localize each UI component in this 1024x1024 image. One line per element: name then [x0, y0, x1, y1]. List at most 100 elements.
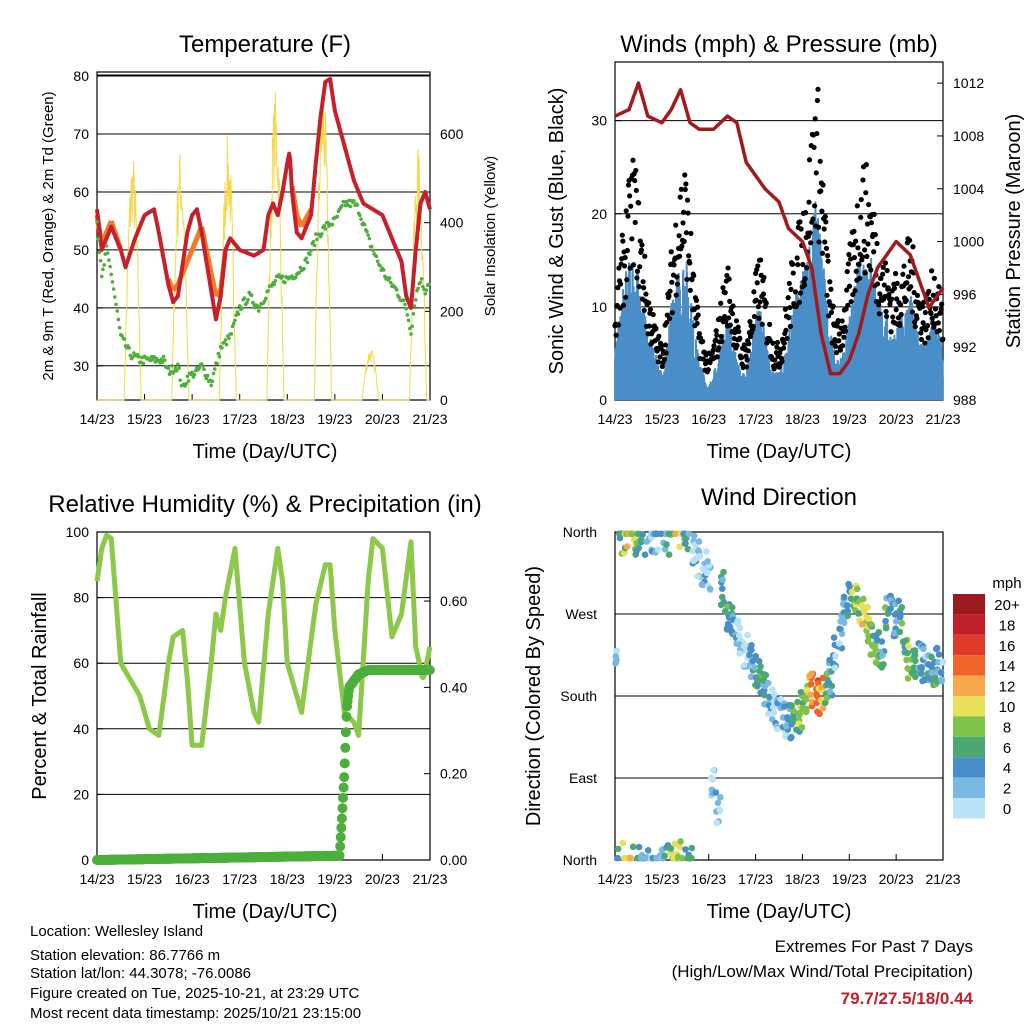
dewpoint-point — [242, 296, 247, 300]
wind-gust-point — [630, 157, 636, 163]
x-tick-label: 16/23 — [175, 871, 210, 887]
dewpoint-point — [186, 379, 191, 383]
dewpoint-point — [352, 199, 356, 203]
x-tick-label: 19/23 — [317, 411, 352, 427]
legend-swatch — [953, 614, 985, 635]
wind-gust-point — [666, 293, 672, 299]
rainfall-point — [335, 841, 346, 852]
wind-gust-point — [792, 289, 799, 295]
dewpoint-point — [151, 357, 155, 362]
direction-point — [665, 530, 673, 538]
wind-gust-point — [928, 268, 935, 274]
dewpoint-point — [176, 362, 180, 366]
wind-gust-point — [800, 261, 806, 268]
direction-point — [755, 657, 763, 665]
x-tick-label: 21/23 — [925, 871, 960, 887]
wind-gust-point — [684, 197, 691, 203]
wind-gust-point — [790, 261, 796, 267]
dewpoint-point — [101, 267, 105, 272]
dewpoint-point — [315, 237, 319, 242]
legend-label: 0 — [1003, 801, 1011, 818]
wind-gust-point — [828, 286, 834, 292]
wind-gust-point — [687, 287, 693, 293]
wind-gust-point — [686, 253, 692, 259]
wind-gust-point — [835, 318, 841, 324]
info-latlon: Station lat/lon: 44.3078; -76.0086 — [30, 965, 251, 982]
direction-point — [903, 656, 910, 664]
direction-point — [619, 839, 627, 847]
legend-label: 20+ — [994, 597, 1020, 614]
direction-point — [904, 649, 911, 657]
y-tick-label: 60 — [73, 184, 89, 200]
direction-point — [819, 704, 827, 712]
wind-gust-point — [710, 347, 717, 353]
wind-gust-point — [761, 274, 767, 281]
wind-gust-point — [932, 306, 939, 312]
direction-point — [808, 698, 816, 706]
direction-point — [702, 548, 710, 555]
dewpoint-point — [216, 351, 221, 356]
direction-point — [813, 690, 820, 698]
y-tick-label: 60 — [73, 655, 89, 671]
wind-gust-point — [903, 297, 909, 303]
direction-point — [905, 642, 912, 650]
dewpoint-point — [402, 298, 406, 303]
x-tick-label: 18/23 — [785, 871, 820, 887]
wind-gust-point — [854, 203, 860, 209]
dewpoint-point — [116, 317, 121, 322]
wind-gust-point — [627, 265, 633, 271]
dewpoint-point — [161, 354, 166, 359]
wind-gust-point — [872, 231, 878, 238]
dewpoint-point — [233, 318, 237, 323]
dewpoint-point — [322, 224, 326, 228]
x-tick-label: 20/23 — [365, 871, 400, 887]
legend-label: 18 — [999, 617, 1016, 634]
direction-point — [844, 607, 852, 615]
wind-gust-point — [823, 245, 830, 251]
wind-gust-point — [616, 265, 622, 271]
wind-gust-point — [786, 315, 792, 321]
winds-xlabel: Time (Day/UTC) — [707, 441, 852, 463]
dewpoint-point — [273, 278, 278, 283]
direction-point — [657, 530, 665, 538]
direction-point — [932, 645, 940, 653]
wind-gust-point — [781, 340, 787, 346]
wind-gust-point — [700, 338, 706, 345]
wind-gust-point — [747, 319, 753, 325]
direction-point — [844, 612, 852, 620]
wind-gust-point — [923, 327, 929, 333]
x-tick-label: 14/23 — [597, 411, 632, 427]
wind-gust-point — [727, 322, 733, 328]
wind-gust-point — [750, 323, 756, 330]
dewpoint-point — [204, 376, 209, 381]
y2-tick-label: 0 — [440, 392, 448, 408]
wind-gust-point — [738, 354, 745, 361]
wind-gust-point — [824, 253, 831, 259]
9m-temperature-segment — [99, 219, 114, 246]
y2-tick-label: 0.00 — [440, 852, 467, 868]
direction-point — [613, 656, 620, 664]
dewpoint-point — [311, 239, 316, 244]
9m-temperature-segment — [171, 283, 180, 293]
rainfall-point — [341, 711, 352, 722]
x-tick-label: 20/23 — [879, 411, 914, 427]
direction-point — [695, 547, 702, 554]
wind-gust-point — [615, 322, 621, 328]
wind-gust-point — [842, 328, 849, 334]
wind-gust-point — [883, 313, 890, 320]
dewpoint-point — [323, 227, 328, 231]
dewpoint-point — [211, 371, 216, 376]
wind-gust-point — [634, 275, 640, 281]
direction-point — [663, 541, 670, 548]
wind-gust-point — [757, 299, 763, 305]
y2-tick-label: 1008 — [953, 128, 984, 144]
wind-gust-point — [836, 338, 842, 344]
direction-point — [682, 846, 689, 853]
direction-point — [773, 725, 781, 733]
wind-gust-point — [859, 254, 866, 260]
dewpoint-point — [375, 259, 380, 264]
legend-title: mph — [992, 575, 1021, 592]
dewpoint-point — [387, 276, 392, 280]
wind-gust-point — [714, 354, 720, 360]
